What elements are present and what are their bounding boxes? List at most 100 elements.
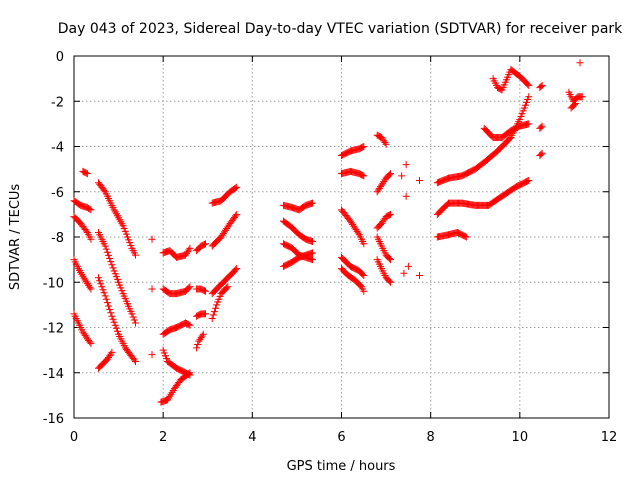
data-point [95, 274, 103, 282]
data-point [404, 262, 412, 270]
data-point [309, 199, 317, 207]
data-point [199, 330, 207, 338]
data-point [309, 249, 317, 257]
data-point [82, 169, 90, 177]
data-point [223, 284, 231, 292]
data-point [538, 149, 546, 157]
data-point [524, 177, 532, 185]
x-tick-label: 8 [427, 430, 435, 445]
data-point [185, 246, 193, 254]
data-point [83, 170, 91, 178]
data-point [148, 235, 156, 243]
data-point [132, 319, 140, 327]
data-point [402, 161, 410, 169]
y-tick-label: -6 [51, 186, 64, 201]
data-point [81, 276, 89, 284]
axis-ticks: 0 2 4 6 8 10 12 0 -2 -4 -6 -8 -10 -12 -14 -16 [43, 50, 618, 445]
y-tick-label: -2 [51, 95, 64, 110]
data-point [462, 233, 470, 241]
data-point [130, 356, 138, 364]
data-point [87, 339, 95, 347]
data-point [232, 184, 240, 192]
grid [74, 56, 609, 418]
data-point [209, 311, 217, 319]
data-point [200, 240, 208, 248]
data-point [524, 80, 532, 88]
data-point [212, 304, 220, 312]
data-point [402, 192, 410, 200]
data-point [185, 321, 193, 329]
data-point [202, 240, 210, 248]
y-tick-label: -10 [43, 276, 64, 291]
data-point [360, 287, 368, 295]
data-point [102, 295, 110, 303]
data-point [87, 235, 95, 243]
data-point [232, 266, 240, 274]
data-point [105, 251, 113, 259]
data-point [193, 344, 201, 352]
data-point [103, 248, 111, 256]
data-point [360, 240, 368, 248]
data-point [385, 211, 393, 219]
data-point [85, 281, 93, 289]
data-point [132, 357, 140, 365]
data-point [572, 100, 580, 108]
data-point [525, 120, 533, 128]
data-point [210, 308, 218, 316]
data-point [185, 370, 193, 378]
data-point [148, 351, 156, 359]
data-point [385, 277, 393, 285]
data-point [578, 93, 586, 101]
data-point [186, 369, 194, 377]
data-point [194, 340, 202, 348]
data-point [128, 310, 136, 318]
data-point [129, 313, 137, 321]
data-point [385, 254, 393, 262]
x-tick-label: 4 [248, 430, 256, 445]
data-point [525, 176, 533, 184]
data-point [97, 280, 105, 288]
data-point [537, 150, 545, 158]
data-point [106, 254, 114, 262]
data-point [538, 122, 546, 130]
data-point [101, 242, 109, 250]
data-point [103, 299, 111, 307]
data-point [83, 280, 91, 288]
data-point [461, 232, 469, 240]
data-point [359, 270, 367, 278]
data-point [102, 245, 110, 253]
data-point [387, 170, 395, 178]
data-point [186, 321, 194, 329]
data-point [525, 81, 533, 89]
data-point [111, 321, 119, 329]
data-point [108, 261, 116, 269]
x-tick-label: 0 [70, 430, 78, 445]
data-point [387, 210, 395, 218]
data-point [381, 139, 389, 147]
y-tick-label: -16 [43, 412, 64, 427]
data-point [360, 143, 368, 150]
data-point [99, 286, 107, 294]
chart-title: Day 043 of 2023, Sidereal Day-to-day VTE… [58, 21, 623, 37]
data-point [538, 81, 546, 89]
y-axis-label: SDTVAR / TECUs [8, 184, 23, 291]
data-point [398, 172, 406, 180]
x-tick-label: 6 [337, 430, 345, 445]
data-point [101, 292, 109, 300]
data-point [109, 315, 117, 323]
data-point [416, 271, 424, 279]
data-point [200, 287, 208, 295]
data-point [202, 310, 210, 318]
data-point [107, 350, 115, 358]
data-point [224, 283, 232, 291]
data-point [400, 269, 408, 277]
data-point [198, 332, 206, 340]
data-point [185, 284, 193, 292]
data-point [108, 348, 116, 356]
data-point [309, 238, 317, 246]
data-point [354, 229, 362, 237]
data-point [233, 265, 241, 273]
data-point [382, 140, 390, 148]
data-point [105, 302, 113, 310]
data-point [100, 289, 108, 297]
